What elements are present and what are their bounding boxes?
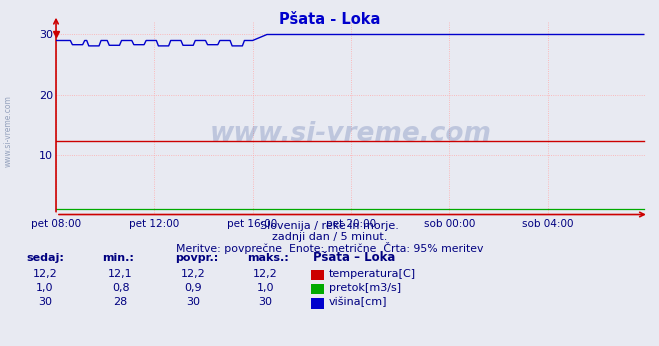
Text: www.si-vreme.com: www.si-vreme.com [210, 121, 492, 147]
Text: 12,2: 12,2 [32, 269, 57, 279]
Text: višina[cm]: višina[cm] [329, 297, 387, 307]
Text: www.si-vreme.com: www.si-vreme.com [4, 95, 13, 167]
Text: 1,0: 1,0 [257, 283, 274, 293]
Text: 0,8: 0,8 [112, 283, 129, 293]
Text: Pšata – Loka: Pšata – Loka [313, 251, 395, 264]
Text: Slovenija / reke in morje.: Slovenija / reke in morje. [260, 221, 399, 231]
Text: sedaj:: sedaj: [26, 253, 64, 263]
Text: 30: 30 [38, 297, 52, 307]
Text: 28: 28 [113, 297, 128, 307]
Text: 1,0: 1,0 [36, 283, 53, 293]
Text: 30: 30 [258, 297, 273, 307]
Text: 0,9: 0,9 [185, 283, 202, 293]
Text: min.:: min.: [102, 253, 134, 263]
Text: zadnji dan / 5 minut.: zadnji dan / 5 minut. [272, 232, 387, 242]
Text: temperatura[C]: temperatura[C] [329, 269, 416, 279]
Text: 12,1: 12,1 [108, 269, 133, 279]
Text: maks.:: maks.: [247, 253, 289, 263]
Text: povpr.:: povpr.: [175, 253, 218, 263]
Text: Meritve: povprečne  Enote: metrične  Črta: 95% meritev: Meritve: povprečne Enote: metrične Črta:… [176, 242, 483, 254]
Text: 30: 30 [186, 297, 200, 307]
Text: Pšata - Loka: Pšata - Loka [279, 12, 380, 27]
Text: pretok[m3/s]: pretok[m3/s] [329, 283, 401, 293]
Text: 12,2: 12,2 [253, 269, 278, 279]
Text: 12,2: 12,2 [181, 269, 206, 279]
